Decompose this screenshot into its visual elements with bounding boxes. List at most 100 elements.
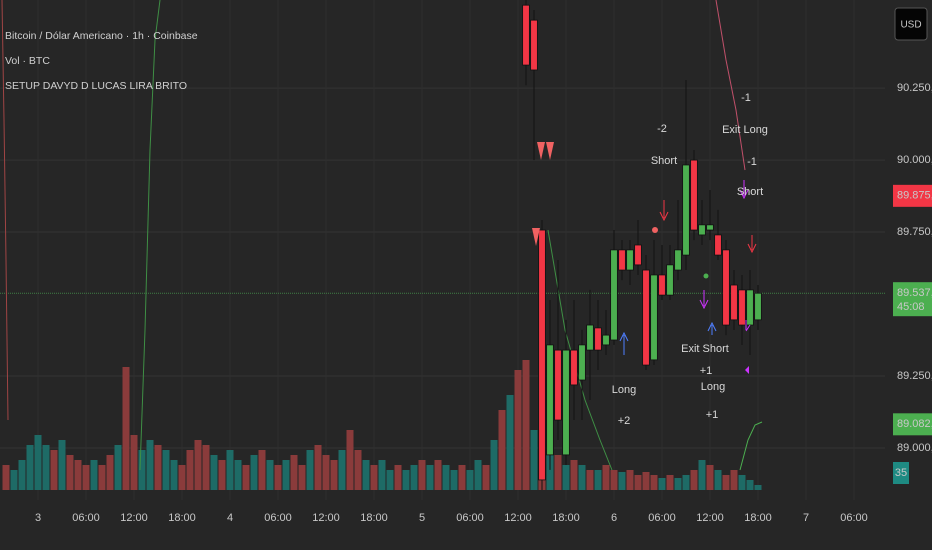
volume-bar xyxy=(562,465,570,490)
volume-bar xyxy=(450,470,458,490)
volume-bar xyxy=(602,465,610,490)
volume-bar xyxy=(666,475,674,490)
annotation: Short xyxy=(651,155,677,167)
volume-bar xyxy=(610,470,618,490)
volume-bar xyxy=(690,470,698,490)
volume-bar xyxy=(730,470,738,490)
volume-bar xyxy=(442,465,450,490)
volume-bar xyxy=(642,472,650,490)
volume-bar xyxy=(738,475,746,490)
volume-bar xyxy=(522,360,530,490)
volume-bar xyxy=(386,470,394,490)
price-tag-label: 89.875,76 xyxy=(897,190,932,202)
annotation: Long xyxy=(612,384,636,396)
volume-bar xyxy=(354,450,362,490)
candle-body xyxy=(610,249,618,341)
candle-body xyxy=(626,249,634,271)
volume-bar xyxy=(274,465,282,490)
short-marker xyxy=(532,228,540,246)
volume-bar xyxy=(682,475,690,490)
volume-bar xyxy=(26,445,34,490)
volume-bar xyxy=(554,455,562,490)
volume-bar xyxy=(18,460,26,490)
x-tick-label: 12:00 xyxy=(696,512,724,524)
indicator-line xyxy=(139,0,161,471)
annotation: +1 xyxy=(700,365,713,377)
volume-bar xyxy=(746,480,754,490)
volume-bar xyxy=(306,450,314,490)
y-tick-label: 90.000,00 xyxy=(897,154,932,166)
candle-body xyxy=(602,334,610,346)
volume-bar xyxy=(722,475,730,490)
volume-bar xyxy=(314,445,322,490)
volume-bar xyxy=(170,460,178,490)
volume-bar xyxy=(410,465,418,490)
volume-bar xyxy=(114,445,122,490)
volume-bar xyxy=(506,395,514,490)
volume-bar xyxy=(466,470,474,490)
indicator-line xyxy=(1,0,9,421)
x-tick-label: 06:00 xyxy=(840,512,868,524)
x-tick-label: 6 xyxy=(611,512,617,524)
signal-arrow xyxy=(699,290,709,310)
currency-box xyxy=(894,7,928,41)
candle-body xyxy=(722,249,730,326)
volume-bar xyxy=(434,460,442,490)
volume-bar xyxy=(34,435,42,490)
axis-layer: 89.000,00 89.250,00 89.750,00 90.000,00 90.2… xyxy=(35,82,932,524)
x-tick-label: 06:00 xyxy=(648,512,676,524)
volume-bar xyxy=(578,465,586,490)
volume-bar xyxy=(362,460,370,490)
volume-bar xyxy=(418,460,426,490)
indicator-line xyxy=(547,229,613,471)
candles-layer xyxy=(522,0,762,490)
y-tick-label: 89.750,00 xyxy=(897,226,932,238)
volume-bar xyxy=(122,367,130,490)
volume-bar xyxy=(458,465,466,490)
price-tag-label: 89.537,60 xyxy=(897,287,932,299)
volume-bar xyxy=(282,460,290,490)
volume-bar xyxy=(490,440,498,490)
volume-bar xyxy=(338,450,346,490)
annotation: -1 xyxy=(747,156,757,168)
volume-bar xyxy=(154,445,162,490)
volume-bar xyxy=(234,460,242,490)
volume-bar xyxy=(226,450,234,490)
candle-body xyxy=(754,292,762,321)
x-tick-label: 12:00 xyxy=(312,512,340,524)
volume-bar xyxy=(346,430,354,490)
volume-bar xyxy=(10,470,18,490)
x-tick-label: 06:00 xyxy=(72,512,100,524)
volume-bar xyxy=(82,465,90,490)
x-tick-label: 7 xyxy=(803,512,809,524)
volume-bar xyxy=(658,478,666,490)
candle-body xyxy=(674,249,682,271)
volume-bar xyxy=(322,455,330,490)
x-tick-label: 18:00 xyxy=(168,512,196,524)
candle-body xyxy=(594,327,602,351)
volume-bar xyxy=(42,445,50,490)
annotation: +1 xyxy=(706,409,719,421)
candle-body xyxy=(730,284,738,321)
candle-body xyxy=(706,224,714,231)
volume-bar xyxy=(298,465,306,490)
y-tick-label: 89.250,00 xyxy=(897,370,932,382)
volume-bar xyxy=(546,450,554,490)
candle-body xyxy=(714,234,722,256)
volume-bar xyxy=(394,465,402,490)
volume-bar xyxy=(426,465,434,490)
volume-bar xyxy=(586,470,594,490)
candle-body xyxy=(650,274,658,361)
candle-body xyxy=(682,164,690,256)
price-tags: 89.875,76 89.537,60 45:08 89.082,15 35 xyxy=(893,184,932,484)
volume-bar xyxy=(674,478,682,490)
candle-body xyxy=(546,344,554,456)
candle-body xyxy=(666,264,674,296)
volume-bar xyxy=(634,475,642,490)
short-arrow xyxy=(659,200,669,222)
volume-bar xyxy=(474,460,482,490)
volume-bar xyxy=(194,440,202,490)
volume-bar xyxy=(242,465,250,490)
legend-volume: Vol · BTC xyxy=(5,55,50,67)
